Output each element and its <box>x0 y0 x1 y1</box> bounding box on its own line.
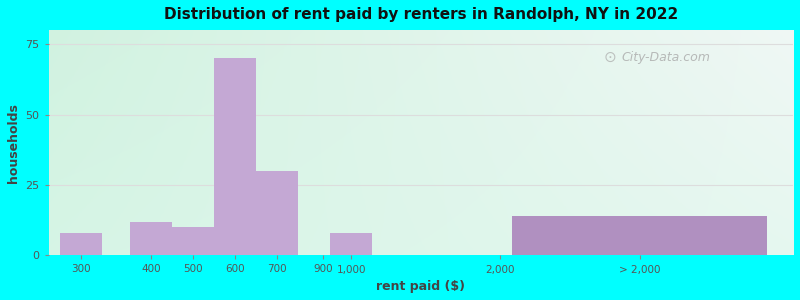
Bar <box>60 233 102 256</box>
Bar <box>511 216 767 256</box>
X-axis label: rent paid ($): rent paid ($) <box>376 280 466 293</box>
Text: ⊙: ⊙ <box>603 50 616 64</box>
Bar <box>330 233 372 256</box>
Text: City-Data.com: City-Data.com <box>622 51 710 64</box>
Y-axis label: households: households <box>7 103 20 183</box>
Bar <box>172 227 214 256</box>
Bar <box>214 58 256 256</box>
Title: Distribution of rent paid by renters in Randolph, NY in 2022: Distribution of rent paid by renters in … <box>164 7 678 22</box>
Bar <box>130 222 172 256</box>
Bar <box>256 171 298 256</box>
